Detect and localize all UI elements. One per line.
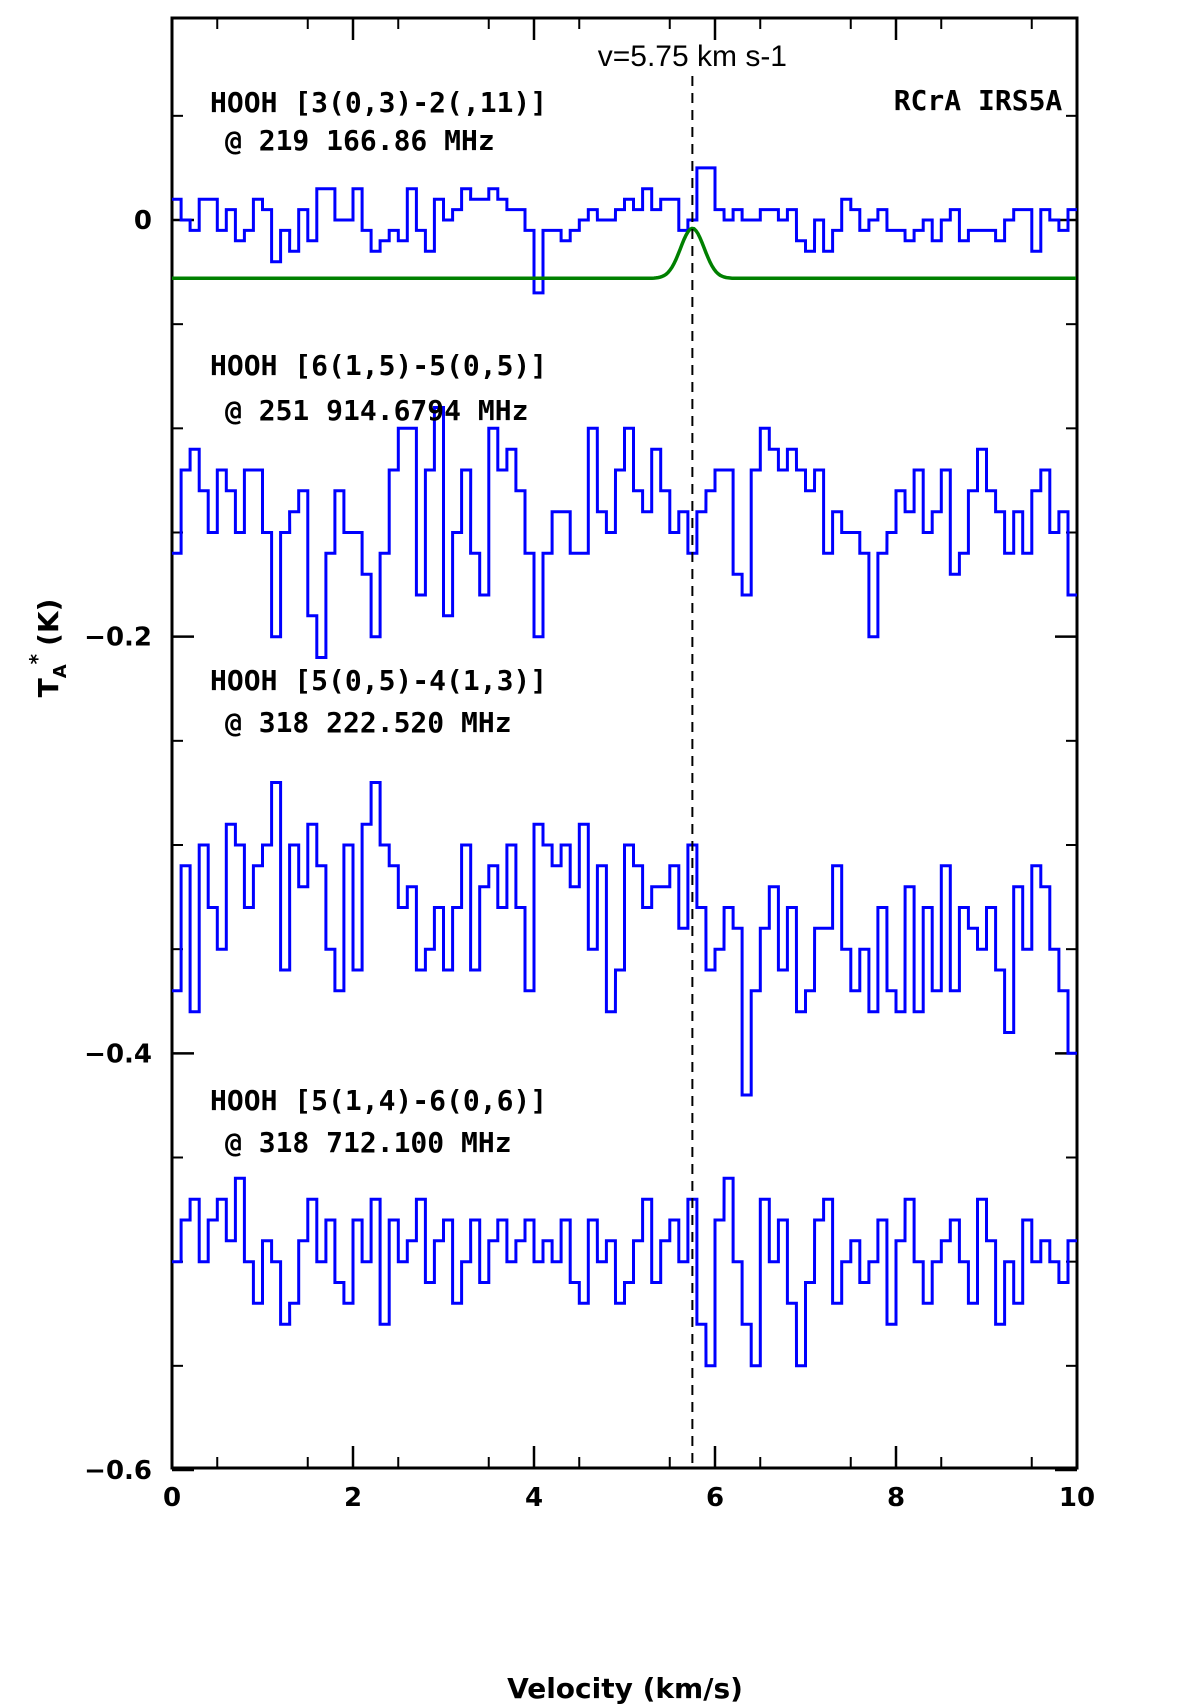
transition-label-2: HOOH [6(1,5)-5(0,5)]	[210, 349, 547, 382]
x-tick-label: 2	[344, 1483, 362, 1513]
x-tick-label: 6	[706, 1483, 724, 1513]
source-name: RCrA IRS5A	[894, 84, 1063, 117]
frequency-label-1: @ 219 166.86 MHz	[225, 124, 495, 157]
y-tick-label: 0	[134, 206, 152, 236]
y-axis-title-sub: A	[50, 664, 71, 678]
svg-text:TA*(K): TA* (K)	[25, 599, 71, 698]
velocity-marker-label: v=5.75 km s-1	[598, 40, 787, 73]
transition-labels: HOOH [3(0,3)-2(,11)] @ 219 166.86 MHz HOOH…	[210, 86, 547, 1159]
x-tick-label: 4	[525, 1483, 543, 1513]
y-tick-label: −0.2	[84, 623, 152, 653]
axis-ticks	[170, 18, 1079, 1472]
transition-label-4: HOOH [5(1,4)-6(0,6)]	[210, 1084, 547, 1117]
spectrum-series-1	[172, 166, 1077, 295]
y-tick-label: −0.4	[84, 1039, 152, 1069]
axis-tick-labels: 0 2 4 6 8 10 0 −0.2 −0.4 −0.6	[84, 206, 1095, 1513]
gaussian-fit-line	[172, 226, 1076, 281]
frequency-label-2: @ 251 914.6794 MHz	[225, 394, 528, 427]
y-tick-label: −0.6	[84, 1456, 152, 1486]
y-axis-title-main: T	[32, 678, 65, 697]
x-tick-label: 0	[163, 1483, 181, 1513]
spectrum-series-2	[172, 406, 1077, 659]
x-tick-label: 10	[1059, 1483, 1095, 1513]
spectra-series	[172, 166, 1077, 1368]
transition-label-1: HOOH [3(0,3)-2(,11)]	[210, 86, 547, 119]
y-axis-title: TA* (K)	[25, 599, 71, 698]
spectrum-series-4	[172, 1176, 1077, 1368]
x-axis-title: Velocity (km/s)	[507, 1672, 743, 1704]
plot-frame	[170, 16, 1079, 1470]
frequency-label-3: @ 318 222.520 MHz	[225, 706, 512, 739]
transition-label-3: HOOH [5(0,5)-4(1,3)]	[210, 664, 547, 697]
frequency-label-4: @ 318 712.100 MHz	[225, 1126, 512, 1159]
spectrum-series-3	[172, 781, 1077, 1097]
y-axis-title-sup: *	[25, 653, 49, 664]
y-axis-title-unit: (K)	[32, 599, 65, 646]
x-tick-label: 8	[887, 1483, 905, 1513]
